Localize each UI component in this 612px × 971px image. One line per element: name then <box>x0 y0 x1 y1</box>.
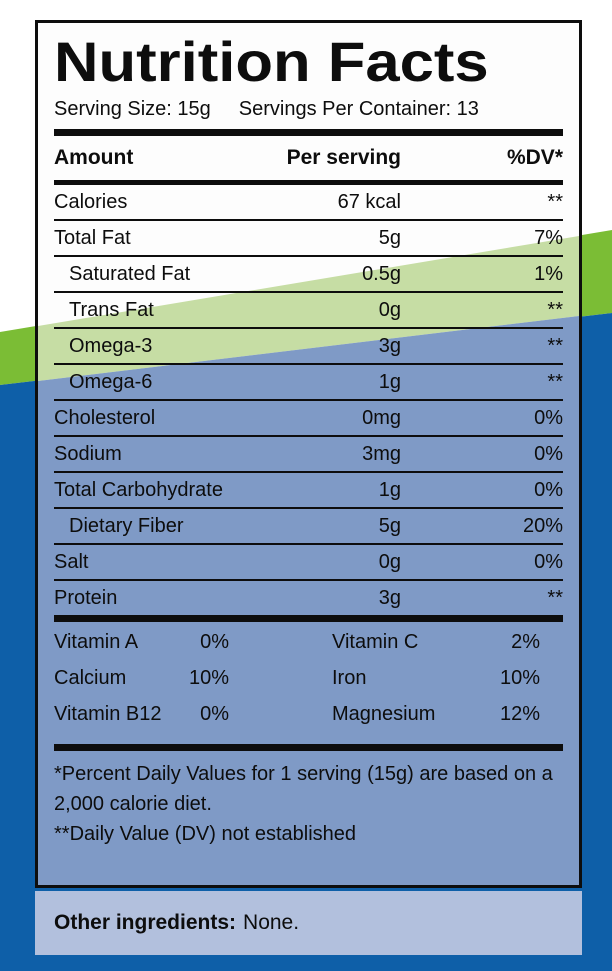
other-ingredients-label: Other ingredients: <box>54 911 237 934</box>
nutrient-row-omega-3: Omega-3 3g ** <box>54 329 563 365</box>
other-ingredients-value: None. <box>243 911 300 934</box>
nutrient-row-omega-6: Omega-6 1g ** <box>54 365 563 401</box>
nutrient-name: Omega-6 <box>69 370 153 393</box>
nutrient-dv: 0% <box>534 550 563 573</box>
micronutrient-dv: 0% <box>200 630 229 653</box>
nutrient-dv: ** <box>547 370 563 393</box>
table-header-row: Amount Per serving %DV* <box>54 136 563 180</box>
divider-header <box>54 180 563 185</box>
column-header-per-serving: Per serving <box>286 146 401 169</box>
micronutrient-row: Calcium 10% Iron 10% <box>54 660 540 696</box>
nutrient-dv: 20% <box>522 514 563 537</box>
divider-thick-middle <box>54 615 563 622</box>
micronutrient-dv: 10% <box>499 666 540 689</box>
divider-thick-top <box>54 129 563 136</box>
nutrient-amount: 1g <box>378 478 401 501</box>
nutrient-row-protein: Protein 3g ** <box>54 581 563 615</box>
nutrient-name: Sodium <box>54 442 122 465</box>
serving-info: Serving Size: 15g Servings Per Container… <box>54 96 563 122</box>
nutrient-row-trans-fat: Trans Fat 0g ** <box>54 293 563 329</box>
nutrient-amount: 0.5g <box>362 262 401 285</box>
nutrient-row-total-fat: Total Fat 5g 7% <box>54 221 563 257</box>
column-header-dv: %DV* <box>506 146 563 169</box>
servings-per-container: Servings Per Container: 13 <box>238 98 479 120</box>
nutrient-dv: 0% <box>534 442 563 465</box>
nutrient-row-saturated-fat: Saturated Fat 0.5g 1% <box>54 257 563 293</box>
nutrient-dv: 0% <box>534 478 563 501</box>
divider-thick-bottom <box>54 744 563 751</box>
label-title: Nutrition Facts <box>54 30 489 93</box>
nutrition-facts-label: Nutrition Facts Serving Size: 15g Servin… <box>35 20 582 888</box>
nutrient-name: Protein <box>54 586 118 609</box>
nutrient-row-sodium: Sodium 3mg 0% <box>54 437 563 473</box>
nutrient-name: Total Carbohydrate <box>54 478 223 501</box>
footnotes: *Percent Daily Values for 1 serving (15g… <box>54 759 563 849</box>
nutrient-amount: 0g <box>378 550 401 573</box>
nutrient-name: Salt <box>54 550 89 573</box>
serving-size: Serving Size: 15g <box>54 98 211 120</box>
other-ingredients-panel: Other ingredients: None. <box>35 891 582 955</box>
nutrient-dv: ** <box>547 298 563 321</box>
nutrient-name: Saturated Fat <box>69 262 191 285</box>
micronutrient-dv: 10% <box>188 666 229 689</box>
nutrient-name: Trans Fat <box>69 298 154 321</box>
nutrient-row-salt: Salt 0g 0% <box>54 545 563 581</box>
micronutrient-name: Iron <box>332 666 367 689</box>
nutrient-dv: ** <box>547 586 563 609</box>
nutrient-row-calories: Calories 67 kcal ** <box>54 185 563 221</box>
label-content: Nutrition Facts Serving Size: 15g Servin… <box>54 33 563 849</box>
micronutrient-name: Vitamin A <box>54 630 139 653</box>
nutrient-dv: 1% <box>534 262 563 285</box>
micronutrient-name: Vitamin B12 <box>54 702 162 725</box>
nutrient-name: Dietary Fiber <box>69 514 184 537</box>
nutrient-dv: ** <box>547 334 563 357</box>
nutrient-dv: ** <box>547 190 563 213</box>
nutrient-table: Calories 67 kcal ** Total Fat 5g 7% Satu… <box>54 185 563 615</box>
nutrient-amount: 3g <box>378 334 401 357</box>
nutrient-amount: 67 kcal <box>337 190 401 213</box>
micronutrient-dv: 12% <box>499 702 540 725</box>
nutrient-row-total-carbohydrate: Total Carbohydrate 1g 0% <box>54 473 563 509</box>
micronutrients-section: Vitamin A 0% Vitamin C 2% Calcium 10% Ir… <box>54 622 563 736</box>
nutrient-amount: 0g <box>378 298 401 321</box>
nutrient-name: Calories <box>54 190 128 213</box>
column-header-amount: Amount <box>54 146 134 169</box>
footnote-daily-values: *Percent Daily Values for 1 serving (15g… <box>54 763 553 815</box>
nutrient-name: Cholesterol <box>54 406 156 429</box>
micronutrient-name: Vitamin C <box>332 630 419 653</box>
nutrient-amount: 3mg <box>362 442 401 465</box>
micronutrient-name: Magnesium <box>332 702 436 725</box>
micronutrient-dv: 0% <box>200 702 229 725</box>
nutrient-amount: 1g <box>378 370 401 393</box>
nutrient-dv: 7% <box>534 226 563 249</box>
nutrient-name: Total Fat <box>54 226 131 249</box>
micronutrient-row: Vitamin B12 0% Magnesium 12% <box>54 696 540 732</box>
nutrient-amount: 5g <box>378 514 401 537</box>
nutrient-name: Omega-3 <box>69 334 153 357</box>
micronutrient-row: Vitamin A 0% Vitamin C 2% <box>54 624 540 660</box>
nutrient-amount: 5g <box>378 226 401 249</box>
nutrient-amount: 0mg <box>362 406 401 429</box>
nutrient-dv: 0% <box>534 406 563 429</box>
micronutrient-name: Calcium <box>54 666 127 689</box>
footnote-dv-not-established: **Daily Value (DV) not established <box>54 823 357 845</box>
nutrient-row-dietary-fiber: Dietary Fiber 5g 20% <box>54 509 563 545</box>
nutrient-amount: 3g <box>378 586 401 609</box>
micronutrient-dv: 2% <box>511 630 540 653</box>
nutrient-row-cholesterol: Cholesterol 0mg 0% <box>54 401 563 437</box>
